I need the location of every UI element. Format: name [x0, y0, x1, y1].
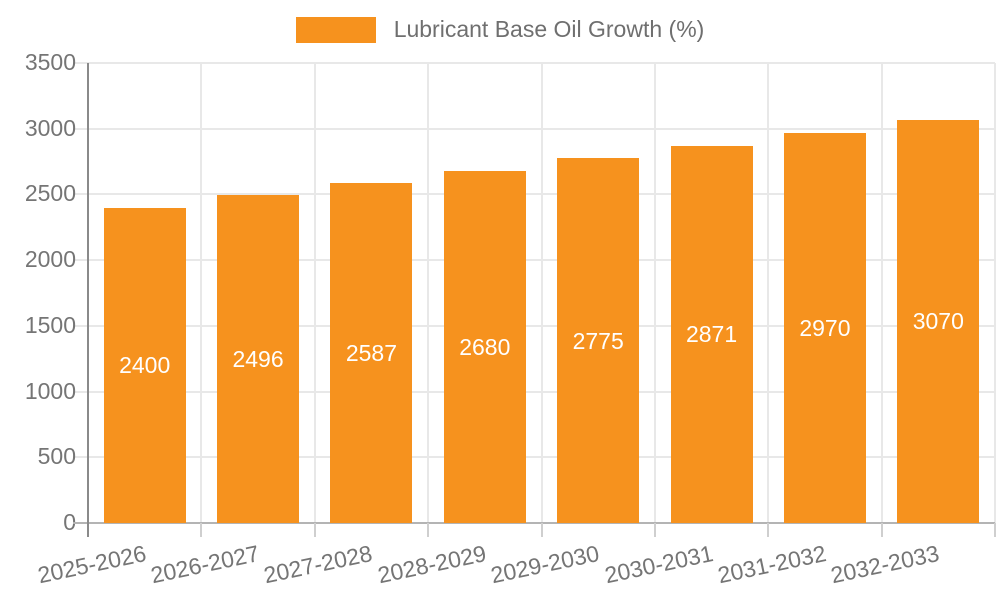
gridline-horizontal	[73, 456, 995, 459]
gridline-horizontal	[73, 62, 995, 64]
x-axis-tick-mark	[880, 523, 883, 537]
gridline-horizontal	[73, 259, 995, 262]
x-axis-tick-mark	[427, 523, 430, 537]
gridline-vertical	[653, 63, 656, 523]
bar-value-label: 2775	[572, 327, 624, 354]
gridline-vertical	[767, 63, 770, 523]
x-axis-tick-mark	[994, 523, 996, 537]
gridline-vertical	[540, 63, 543, 523]
bar-value-label: 2970	[799, 314, 851, 341]
legend-swatch-icon	[295, 16, 376, 43]
y-axis-tick-label: 2500	[24, 180, 76, 207]
gridline-vertical	[994, 63, 996, 523]
x-axis-tick-mark	[313, 523, 316, 537]
y-axis-tick-label: 2000	[24, 246, 76, 273]
bar-value-label: 2680	[459, 333, 511, 360]
gridline-horizontal	[73, 324, 995, 327]
gridline-horizontal	[73, 127, 995, 130]
bar-value-label: 2496	[232, 345, 284, 372]
y-axis-tick-label: 0	[63, 509, 76, 535]
x-axis-tick-mark	[767, 523, 770, 537]
x-axis-tick-mark	[653, 523, 656, 537]
y-axis-line	[87, 63, 89, 537]
legend-label: Lubricant Base Oil Growth (%)	[393, 16, 705, 42]
x-axis-tick-mark	[540, 523, 543, 537]
bar-value-label: 2871	[685, 321, 738, 348]
bar[interactable]	[557, 158, 640, 523]
bar[interactable]	[443, 170, 526, 523]
gridline-horizontal	[73, 390, 995, 393]
bar[interactable]	[670, 145, 753, 523]
bar-value-label: 2587	[345, 339, 398, 366]
gridline-vertical	[427, 63, 430, 523]
y-axis-tick-label: 1500	[24, 311, 76, 338]
legend[interactable]: Lubricant Base Oil Growth (%)	[0, 16, 1000, 43]
bar[interactable]	[103, 207, 186, 523]
x-axis-line	[73, 522, 995, 524]
x-axis-tick-mark	[200, 523, 203, 537]
gridline-horizontal	[73, 193, 995, 196]
y-axis-tick-label: 3500	[24, 49, 76, 75]
gridline-vertical	[880, 63, 883, 523]
bar[interactable]	[330, 182, 413, 523]
bar[interactable]	[217, 194, 300, 523]
bar-value-label: 2400	[119, 352, 171, 379]
bar[interactable]	[783, 132, 866, 523]
gridline-vertical	[313, 63, 316, 523]
y-axis-tick-label: 1000	[24, 377, 76, 404]
bar-value-label: 3070	[912, 308, 964, 335]
y-axis-tick-label: 500	[37, 443, 76, 470]
gridline-vertical	[200, 63, 203, 523]
bar[interactable]	[897, 119, 980, 523]
y-axis-tick-label: 3000	[24, 114, 76, 141]
